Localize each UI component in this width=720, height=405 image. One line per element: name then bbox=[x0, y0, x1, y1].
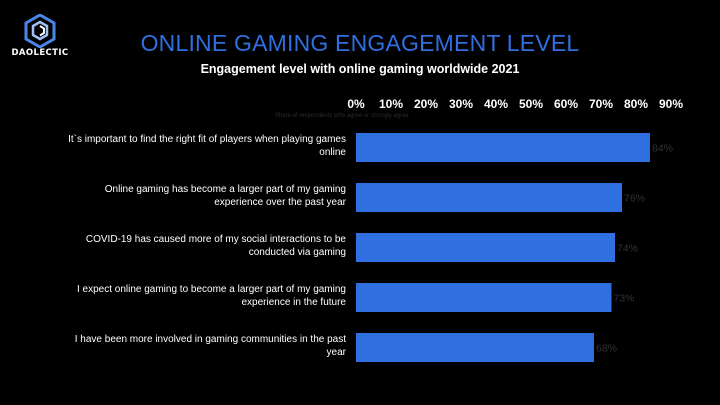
category-label: I expect online gaming to become a large… bbox=[77, 284, 346, 295]
category-label: Online gaming has become a larger part o… bbox=[105, 184, 346, 195]
category-label: year bbox=[327, 347, 347, 358]
tick-label: 0% bbox=[347, 97, 365, 111]
tick-label: 50% bbox=[519, 97, 543, 111]
category-label: experience in the future bbox=[241, 297, 346, 308]
category-label: online bbox=[319, 147, 346, 158]
category-label: It`s important to find the right fit of … bbox=[68, 133, 346, 145]
bar bbox=[356, 233, 615, 262]
data-label: 84% bbox=[652, 143, 673, 155]
category-label: conducted via gaming bbox=[249, 247, 346, 258]
tick-label: 40% bbox=[484, 97, 508, 111]
bar bbox=[356, 133, 650, 162]
tick-label: 70% bbox=[589, 97, 613, 111]
tick-label: 30% bbox=[449, 97, 473, 111]
axis-note: Share of respondents who agree or strong… bbox=[275, 113, 409, 119]
brand-logo: DAOLECTIC bbox=[10, 14, 70, 64]
data-label: 76% bbox=[624, 193, 645, 205]
category-label: I have been more involved in gaming comm… bbox=[75, 334, 346, 345]
bar bbox=[356, 333, 594, 362]
tick-label: 10% bbox=[379, 97, 403, 111]
bar bbox=[356, 283, 612, 312]
data-label: 73% bbox=[614, 293, 635, 305]
tick-label: 60% bbox=[554, 97, 578, 111]
tick-label: 20% bbox=[414, 97, 438, 111]
brand-name: DAOLECTIC bbox=[11, 48, 69, 58]
tick-label: 90% bbox=[659, 97, 683, 111]
category-label: COVID-19 has caused more of my social in… bbox=[86, 234, 347, 245]
page-subtitle: Engagement level with online gaming worl… bbox=[200, 62, 520, 76]
category-label: experience over the past year bbox=[214, 197, 346, 208]
page-title: ONLINE GAMING ENGAGEMENT LEVEL bbox=[140, 30, 580, 56]
hexagon-logo-icon bbox=[24, 14, 56, 48]
data-label: 68% bbox=[596, 343, 617, 355]
data-label: 74% bbox=[617, 243, 638, 255]
bar bbox=[356, 183, 622, 212]
tick-label: 80% bbox=[624, 97, 648, 111]
